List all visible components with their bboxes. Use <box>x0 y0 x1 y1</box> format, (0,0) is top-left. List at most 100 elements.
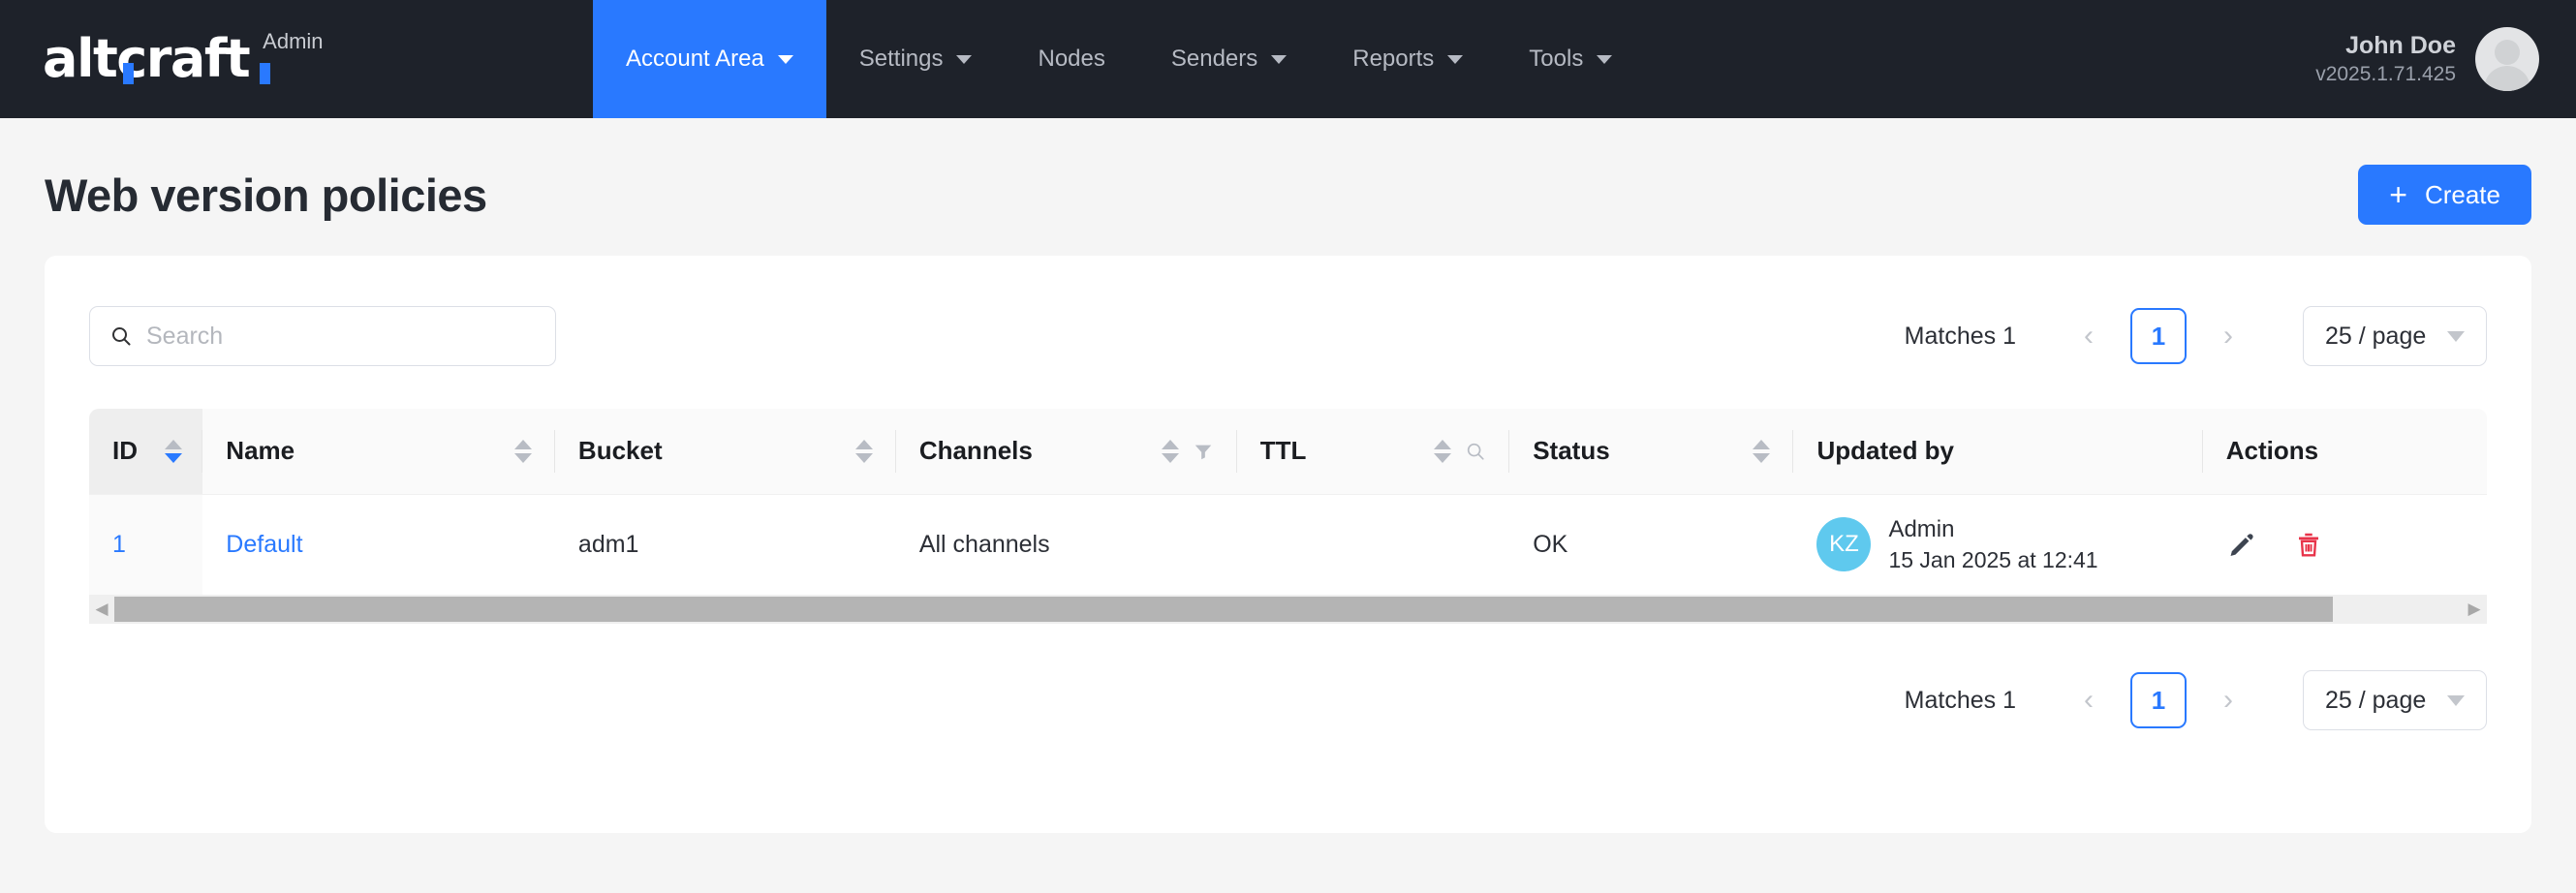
sort-asc-icon <box>1434 439 1452 449</box>
page-number-1[interactable]: 1 <box>2130 308 2187 364</box>
per-page-value: 25 / page <box>2325 686 2427 714</box>
column-label: Channels <box>918 436 1033 466</box>
sort-toggle-name[interactable] <box>513 439 532 463</box>
table-row[interactable]: 1 Default adm1 All channels OK KZ Admin <box>89 493 2487 595</box>
content-card: Matches 1 ‹ 1 › 25 / page ID <box>45 256 2531 833</box>
column-header-ttl[interactable]: TTL <box>1236 409 1510 494</box>
column-search-icon[interactable] <box>1465 441 1486 462</box>
search-icon <box>112 327 131 346</box>
chevron-down-icon <box>2447 694 2465 706</box>
nav-item-account-area[interactable]: Account Area <box>593 0 826 118</box>
column-header-actions: Actions <box>2202 409 2487 494</box>
nav-label: Reports <box>1352 46 1435 72</box>
nav-item-settings[interactable]: Settings <box>826 0 1006 118</box>
column-label: Status <box>1533 436 1610 466</box>
nav-item-senders[interactable]: Senders <box>1138 0 1319 118</box>
app-version: v2025.1.71.425 <box>2315 62 2456 85</box>
table-toolbar: Matches 1 ‹ 1 › 25 / page <box>45 256 2531 366</box>
chevron-down-icon <box>2447 330 2465 342</box>
per-page-select[interactable]: 25 / page <box>2303 670 2487 730</box>
bottom-pagination: Matches 1 ‹ 1 › 25 / page <box>45 624 2531 730</box>
user-info: John Doe v2025.1.71.425 <box>2315 31 2456 87</box>
sort-desc-icon <box>513 452 532 463</box>
sort-desc-icon <box>165 452 182 463</box>
column-header-updated-by: Updated by <box>1793 409 2203 494</box>
delete-icon[interactable] <box>2294 530 2323 559</box>
filter-icon[interactable] <box>1193 441 1214 462</box>
chevron-down-icon <box>777 54 793 64</box>
data-table-wrapper: ID Name <box>89 409 2487 595</box>
prev-page-button[interactable]: ‹ <box>2084 320 2094 352</box>
edit-icon[interactable] <box>2226 529 2257 560</box>
column-label: Name <box>226 436 295 466</box>
create-button[interactable]: + Create <box>2358 165 2531 225</box>
cell-ttl <box>1236 493 1510 595</box>
next-page-button[interactable]: › <box>2223 684 2233 716</box>
updated-by-date: 15 Jan 2025 at 12:41 <box>1888 546 2098 572</box>
page-number-1[interactable]: 1 <box>2130 672 2187 728</box>
next-page-button[interactable]: › <box>2223 320 2233 352</box>
sort-desc-icon <box>1434 452 1452 463</box>
search-input[interactable] <box>146 322 536 351</box>
prev-page-button[interactable]: ‹ <box>2084 684 2094 716</box>
nav-label: Tools <box>1529 46 1584 72</box>
policy-name-link[interactable]: Default <box>226 530 303 558</box>
horizontal-scrollbar[interactable]: ◀ ▶ <box>89 595 2487 624</box>
avatar[interactable] <box>2475 27 2539 91</box>
cell-name: Default <box>202 493 555 595</box>
scroll-right-arrow-icon[interactable]: ▶ <box>2467 600 2481 618</box>
chevron-down-icon <box>1271 54 1288 64</box>
scrollbar-thumb[interactable] <box>114 597 2333 622</box>
sort-toggle-status[interactable] <box>1753 439 1771 463</box>
altcraft-wordmark: altcraft <box>43 28 251 89</box>
sort-asc-icon <box>1161 439 1179 449</box>
sort-toggle-bucket[interactable] <box>854 439 873 463</box>
table-header-row: ID Name <box>89 409 2487 494</box>
chevron-down-icon <box>1447 54 1464 64</box>
cell-bucket: adm1 <box>554 493 896 595</box>
nav-item-tools[interactable]: Tools <box>1496 0 1645 118</box>
policies-table: ID Name <box>89 409 2487 595</box>
column-header-status[interactable]: Status <box>1509 409 1794 494</box>
sort-toggle-id[interactable] <box>165 439 182 463</box>
column-header-channels[interactable]: Channels <box>895 409 1237 494</box>
page-title: Web version policies <box>45 169 487 221</box>
nav-label: Nodes <box>1038 46 1105 72</box>
matches-count: Matches 1 <box>1904 322 2016 350</box>
column-header-id[interactable]: ID <box>89 409 203 494</box>
cell-status: OK <box>1509 493 1794 595</box>
cell-id[interactable]: 1 <box>89 493 203 595</box>
page-header: Web version policies + Create <box>0 118 2576 225</box>
cell-updated-by: KZ Admin 15 Jan 2025 at 12:41 <box>1793 493 2203 595</box>
user-avatar-initials: KZ <box>1816 517 1872 572</box>
plus-icon: + <box>2389 177 2407 212</box>
table-body: 1 Default adm1 All channels OK KZ Admin <box>89 493 2487 595</box>
cell-actions <box>2202 493 2487 595</box>
search-box[interactable] <box>89 306 556 366</box>
brand-logo[interactable]: altcraft Admin <box>0 0 593 118</box>
sort-toggle-ttl[interactable] <box>1434 439 1452 463</box>
column-label: Actions <box>2225 436 2319 466</box>
per-page-select[interactable]: 25 / page <box>2303 306 2487 366</box>
scroll-left-arrow-icon[interactable]: ◀ <box>95 600 109 618</box>
user-menu[interactable]: John Doe v2025.1.71.425 <box>2315 0 2539 118</box>
sort-asc-icon <box>854 439 873 449</box>
sort-toggle-channels[interactable] <box>1161 439 1179 463</box>
chevron-down-icon <box>956 54 973 64</box>
nav-item-reports[interactable]: Reports <box>1319 0 1496 118</box>
scrollbar-track[interactable] <box>114 595 2462 624</box>
updated-by-name: Admin <box>1888 515 1955 542</box>
top-pagination: Matches 1 ‹ 1 › 25 / page <box>1905 306 2487 366</box>
sort-asc-icon <box>1753 439 1771 449</box>
column-header-bucket[interactable]: Bucket <box>554 409 896 494</box>
nav-label: Settings <box>858 46 944 72</box>
matches-count: Matches 1 <box>1904 686 2016 714</box>
main-menu: Account Area Settings Nodes Senders Repo… <box>593 0 1645 118</box>
column-header-name[interactable]: Name <box>202 409 555 494</box>
per-page-value: 25 / page <box>2325 322 2427 350</box>
nav-item-nodes[interactable]: Nodes <box>1005 0 1137 118</box>
cell-channels: All channels <box>895 493 1237 595</box>
sort-desc-icon <box>1753 452 1771 463</box>
column-label: Updated by <box>1816 436 1955 466</box>
sort-desc-icon <box>1161 452 1179 463</box>
